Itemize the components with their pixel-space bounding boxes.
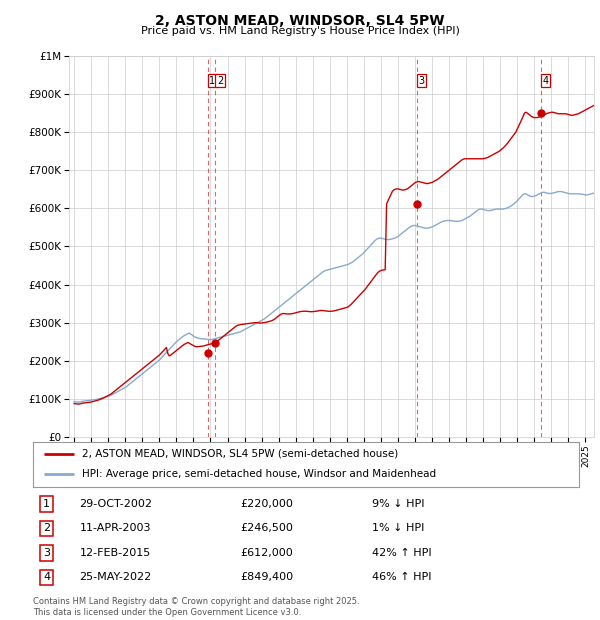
Text: 2, ASTON MEAD, WINDSOR, SL4 5PW: 2, ASTON MEAD, WINDSOR, SL4 5PW — [155, 14, 445, 28]
Text: 25-MAY-2022: 25-MAY-2022 — [79, 572, 152, 582]
Text: 2: 2 — [217, 76, 223, 86]
Text: 42% ↑ HPI: 42% ↑ HPI — [371, 548, 431, 558]
Text: 4: 4 — [43, 572, 50, 582]
Text: £246,500: £246,500 — [241, 523, 293, 533]
Text: 4: 4 — [543, 76, 549, 86]
Text: 3: 3 — [419, 76, 425, 86]
Text: 2, ASTON MEAD, WINDSOR, SL4 5PW (semi-detached house): 2, ASTON MEAD, WINDSOR, SL4 5PW (semi-de… — [82, 449, 398, 459]
Text: 46% ↑ HPI: 46% ↑ HPI — [371, 572, 431, 582]
Text: £849,400: £849,400 — [241, 572, 293, 582]
Text: 12-FEB-2015: 12-FEB-2015 — [79, 548, 151, 558]
Text: £220,000: £220,000 — [241, 499, 293, 509]
Text: 29-OCT-2002: 29-OCT-2002 — [79, 499, 152, 509]
Text: 1: 1 — [43, 499, 50, 509]
Text: 11-APR-2003: 11-APR-2003 — [79, 523, 151, 533]
Text: 2: 2 — [43, 523, 50, 533]
Text: 1% ↓ HPI: 1% ↓ HPI — [371, 523, 424, 533]
Text: Price paid vs. HM Land Registry's House Price Index (HPI): Price paid vs. HM Land Registry's House … — [140, 26, 460, 36]
Text: 3: 3 — [43, 548, 50, 558]
Text: 9% ↓ HPI: 9% ↓ HPI — [371, 499, 424, 509]
Text: 1: 1 — [209, 76, 215, 86]
Text: £612,000: £612,000 — [241, 548, 293, 558]
Text: HPI: Average price, semi-detached house, Windsor and Maidenhead: HPI: Average price, semi-detached house,… — [82, 469, 436, 479]
Text: Contains HM Land Registry data © Crown copyright and database right 2025.
This d: Contains HM Land Registry data © Crown c… — [33, 598, 359, 617]
